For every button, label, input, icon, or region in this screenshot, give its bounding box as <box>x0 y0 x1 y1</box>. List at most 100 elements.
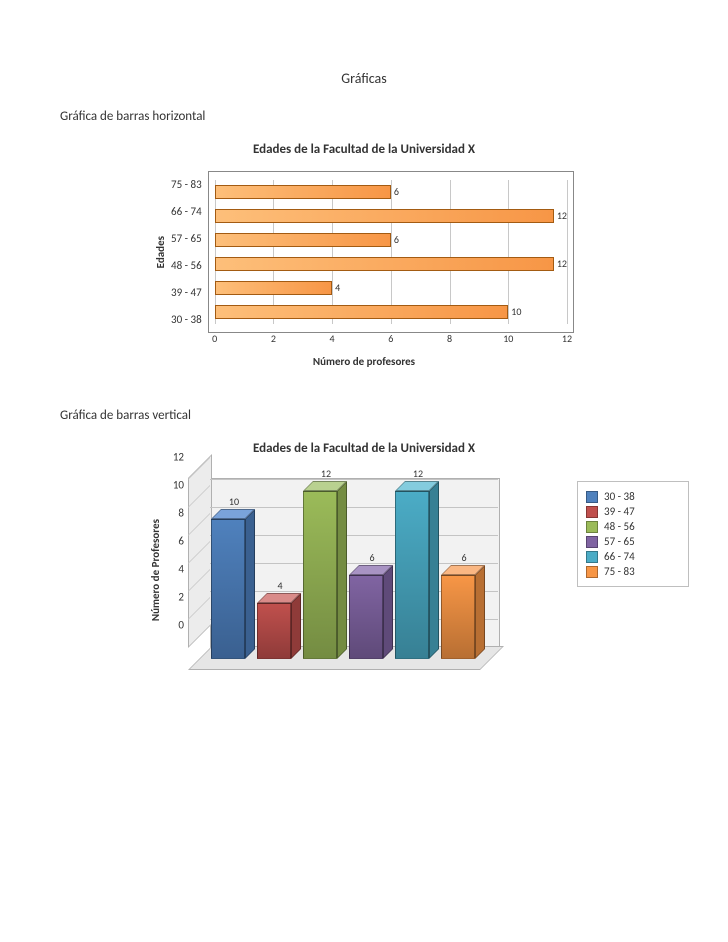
legend-swatch <box>586 551 598 563</box>
chart2-bar-front <box>211 519 245 659</box>
legend-item: 57 - 65 <box>586 535 680 548</box>
chart1-body: Edades 75 - 83 66 - 74 57 - 65 48 - 56 3… <box>154 171 574 333</box>
chart1-section-label: Gráfica de barras horizontal <box>60 109 668 124</box>
chart1-bar-value: 6 <box>394 185 399 198</box>
legend-item: 66 - 74 <box>586 550 680 563</box>
chart2-bar-front <box>441 575 475 659</box>
chart1-bar-value: 12 <box>557 257 567 270</box>
chart2-body: Número de Profesores 024681012 104126126… <box>149 470 579 670</box>
chart1-bar-value: 10 <box>511 305 521 318</box>
chart1-x-tick: 10 <box>503 332 513 345</box>
legend-label: 75 - 83 <box>604 565 635 578</box>
chart1-category: 39 - 47 <box>171 281 202 305</box>
chart1-y-axis-label: Edades <box>154 236 167 268</box>
chart1-category: 57 - 65 <box>171 227 202 251</box>
legend-item: 39 - 47 <box>586 505 680 518</box>
chart2-bar-front <box>303 491 337 659</box>
horizontal-bar-chart: Edades de la Facultad de la Universidad … <box>154 142 574 368</box>
chart1-bar <box>215 233 391 247</box>
chart1-bar-value: 12 <box>557 209 567 222</box>
chart2-bar-side <box>337 481 347 659</box>
chart1-bar <box>215 257 554 271</box>
chart1-x-axis-label: Número de profesores <box>154 355 574 368</box>
chart1-x-tick: 12 <box>562 332 572 345</box>
chart1-bar-value: 4 <box>335 281 340 294</box>
chart1-category: 75 - 83 <box>171 173 202 197</box>
chart1-category-labels: 75 - 83 66 - 74 57 - 65 48 - 56 39 - 47 … <box>171 171 208 333</box>
chart1-bar-row: 10 <box>215 305 567 319</box>
legend-swatch <box>586 566 598 578</box>
chart2-gridline <box>210 507 498 508</box>
legend-swatch <box>586 506 598 518</box>
chart1-gridline <box>450 180 451 324</box>
chart1-gridline <box>273 180 274 324</box>
chart2-gridline <box>210 479 498 480</box>
chart1-bar <box>215 281 332 295</box>
chart1-x-tick: 8 <box>447 332 452 345</box>
chart2-bar-value: 6 <box>447 551 481 564</box>
chart2-plot-area: 10 4 12 6 12 6 <box>188 470 478 670</box>
chart1-plot-area: 612612410 024681012 <box>208 171 574 333</box>
legend-item: 30 - 38 <box>586 490 680 503</box>
legend-swatch <box>586 521 598 533</box>
chart2-y-tick: 8 <box>178 507 184 520</box>
chart2-bar-side <box>429 481 439 659</box>
chart2-y-axis-label: Número de Profesores <box>149 519 162 621</box>
chart1-category: 30 - 38 <box>171 308 202 332</box>
chart1-category: 48 - 56 <box>171 254 202 278</box>
legend-item: 75 - 83 <box>586 565 680 578</box>
chart2-bar-front <box>349 575 383 659</box>
page-title: Gráficas <box>60 70 668 87</box>
chart1-title: Edades de la Facultad de la Universidad … <box>154 142 574 157</box>
chart1-x-tick: 4 <box>330 332 335 345</box>
chart1-gridline <box>391 180 392 324</box>
chart1-bar-row: 12 <box>215 257 567 271</box>
vertical-3d-bar-chart: Edades de la Facultad de la Universidad … <box>149 441 579 670</box>
legend-label: 48 - 56 <box>604 520 635 533</box>
chart2-legend: 30 - 38 39 - 47 48 - 56 57 - 65 66 - 74 75 - … <box>577 481 689 587</box>
chart1-bar-value: 6 <box>394 233 399 246</box>
chart2-bar-side <box>245 509 255 659</box>
legend-label: 66 - 74 <box>604 550 635 563</box>
chart2-bar-value: 4 <box>263 579 297 592</box>
document-page: Gráficas Gráfica de barras horizontal Ed… <box>0 0 728 670</box>
chart1-gridline <box>508 180 509 324</box>
chart1-bar <box>215 185 391 199</box>
chart2-bar-value: 12 <box>309 467 343 480</box>
chart2-y-tick: 4 <box>178 563 184 576</box>
chart1-gridline <box>215 180 216 324</box>
chart2-y-tick: 0 <box>178 619 184 632</box>
chart1-x-tick: 6 <box>388 332 393 345</box>
chart2-y-tick: 6 <box>178 535 184 548</box>
chart2-title: Edades de la Facultad de la Universidad … <box>149 441 579 456</box>
chart2-y-tick: 10 <box>173 479 184 492</box>
chart1-bar-row: 6 <box>215 185 567 199</box>
chart2-bar-side <box>475 565 485 659</box>
legend-item: 48 - 56 <box>586 520 680 533</box>
chart1-bar <box>215 209 554 223</box>
legend-label: 39 - 47 <box>604 505 635 518</box>
chart2-bar-side <box>383 565 393 659</box>
chart2-y-ticks: 024681012 <box>166 470 188 660</box>
chart1-x-tick: 2 <box>271 332 276 345</box>
chart2-bar-value: 12 <box>401 467 435 480</box>
legend-label: 30 - 38 <box>604 490 635 503</box>
chart1-bar-row: 4 <box>215 281 567 295</box>
chart2-section-label: Gráfica de barras vertical <box>60 408 668 423</box>
chart1-gridline <box>567 180 568 324</box>
chart2-bar-value: 10 <box>217 495 251 508</box>
chart2-bar-front <box>395 491 429 659</box>
legend-swatch <box>586 491 598 503</box>
chart1-bar-row: 12 <box>215 209 567 223</box>
legend-label: 57 - 65 <box>604 535 635 548</box>
chart1-bar <box>215 305 509 319</box>
chart1-bar-row: 6 <box>215 233 567 247</box>
chart2-bar-side <box>291 593 301 659</box>
chart2-bar-value: 6 <box>355 551 389 564</box>
chart1-x-tick: 0 <box>212 332 217 345</box>
chart2-bar-front <box>257 603 291 659</box>
chart2-y-tick: 12 <box>173 451 184 464</box>
legend-swatch <box>586 536 598 548</box>
chart1-gridline <box>332 180 333 324</box>
chart1-category: 66 - 74 <box>171 200 202 224</box>
